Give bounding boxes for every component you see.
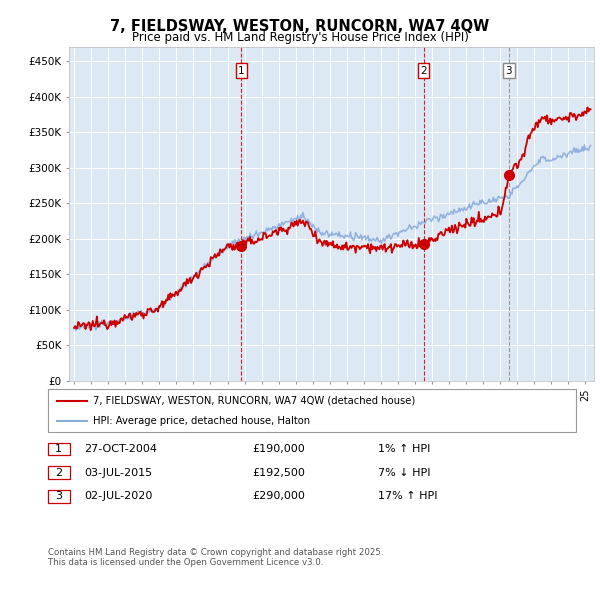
Text: Price paid vs. HM Land Registry's House Price Index (HPI): Price paid vs. HM Land Registry's House … [131,31,469,44]
Text: 2: 2 [420,65,427,76]
Text: 27-OCT-2004: 27-OCT-2004 [84,444,157,454]
Text: £190,000: £190,000 [252,444,305,454]
Text: 7, FIELDSWAY, WESTON, RUNCORN, WA7 4QW (detached house): 7, FIELDSWAY, WESTON, RUNCORN, WA7 4QW (… [93,396,415,405]
Text: 2: 2 [55,468,62,477]
Text: 7% ↓ HPI: 7% ↓ HPI [378,468,431,477]
Text: £290,000: £290,000 [252,491,305,501]
Text: 03-JUL-2015: 03-JUL-2015 [84,468,152,477]
Text: 1% ↑ HPI: 1% ↑ HPI [378,444,430,454]
Text: 1: 1 [238,65,245,76]
Text: 1: 1 [55,444,62,454]
Text: HPI: Average price, detached house, Halton: HPI: Average price, detached house, Halt… [93,417,310,426]
Text: 7, FIELDSWAY, WESTON, RUNCORN, WA7 4QW: 7, FIELDSWAY, WESTON, RUNCORN, WA7 4QW [110,19,490,34]
Text: 3: 3 [505,65,512,76]
Text: £192,500: £192,500 [252,468,305,477]
Text: 02-JUL-2020: 02-JUL-2020 [84,491,152,501]
Text: 3: 3 [55,491,62,501]
Text: Contains HM Land Registry data © Crown copyright and database right 2025.
This d: Contains HM Land Registry data © Crown c… [48,548,383,567]
Text: 17% ↑ HPI: 17% ↑ HPI [378,491,437,501]
